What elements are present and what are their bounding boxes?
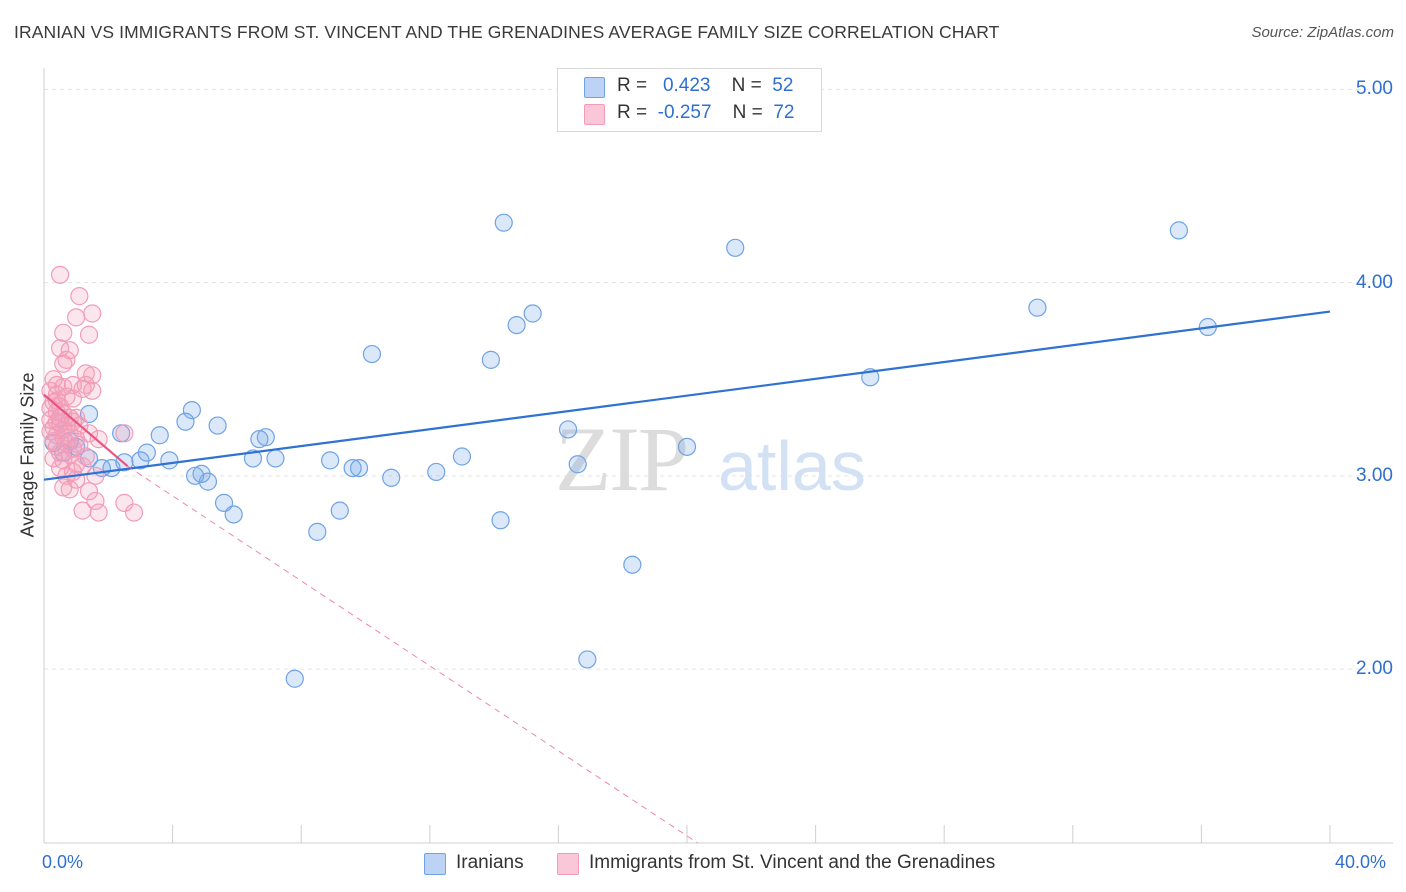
point-iranians [285, 669, 304, 688]
series-legend: Iranians Immigrants from St. Vincent and… [0, 850, 1406, 878]
n-value-immigrants: 72 [773, 102, 795, 123]
legend-label-iranians: Iranians [456, 852, 524, 873]
trendline-immigrants-extension [127, 465, 699, 844]
gridlines [44, 88, 1393, 670]
point-iranians [224, 505, 243, 524]
point-immigrants [89, 503, 108, 522]
point-immigrants [63, 412, 83, 431]
legend-label-immigrants: Immigrants from St. Vincent and the Gren… [589, 852, 996, 873]
point-iranians [494, 213, 513, 232]
point-immigrants [76, 375, 95, 395]
point-immigrants [47, 391, 66, 410]
point-iranians [491, 511, 510, 530]
y-axis-label: Average Family Size [17, 372, 38, 538]
point-immigrants [57, 350, 76, 369]
n-value-iranians: 52 [772, 75, 794, 96]
point-immigrants [44, 370, 63, 389]
point-iranians [330, 501, 349, 520]
point-immigrants [67, 430, 86, 449]
point-iranians [1028, 298, 1047, 317]
point-immigrants [124, 503, 144, 522]
axes [43, 68, 1393, 844]
point-immigrants [73, 501, 92, 520]
x-tick-label-max: 40.0% [1335, 852, 1387, 872]
x-tick-label-min: 0.0% [42, 852, 84, 872]
point-iranians [568, 455, 587, 474]
point-immigrants [54, 478, 73, 497]
stats-legend: R = 0.423 N = 52 R = -0.257 N = 72 [557, 68, 822, 132]
trendline-iranians [43, 310, 1331, 481]
point-iranians [250, 430, 269, 449]
legend-swatch-iranians [424, 853, 446, 875]
point-iranians [349, 458, 369, 478]
point-iranians [102, 458, 121, 478]
legend-swatch-pink [584, 104, 605, 125]
point-iranians [726, 238, 745, 257]
point-iranians [558, 420, 578, 439]
point-immigrants [67, 308, 86, 327]
point-iranians [343, 458, 362, 478]
point-immigrants [115, 424, 134, 443]
point-immigrants [86, 491, 105, 511]
point-immigrants [54, 323, 73, 342]
point-immigrants [83, 304, 102, 323]
r-value-iranians: 0.423 [662, 75, 711, 96]
chart-source: Source: ZipAtlas.com [1251, 24, 1394, 41]
point-iranians [481, 350, 500, 369]
point-iranians [256, 428, 275, 447]
point-iranians [266, 449, 285, 468]
point-immigrants [79, 325, 99, 344]
y-tick-label: 2.00 [1356, 658, 1393, 680]
point-iranians [208, 416, 227, 435]
legend-swatch-immigrants [557, 853, 579, 875]
point-iranians [308, 522, 327, 541]
point-iranians [362, 344, 382, 364]
watermark: ZIP atlas [555, 408, 866, 510]
svg-text:ZIP: ZIP [555, 408, 687, 510]
legend-swatch-blue [584, 77, 605, 98]
point-immigrants [50, 339, 70, 358]
point-iranians [160, 451, 179, 470]
r-value-immigrants: -0.257 [657, 102, 712, 123]
point-iranians [137, 443, 156, 462]
point-immigrants [115, 493, 134, 512]
point-immigrants [70, 287, 89, 306]
svg-text:atlas: atlas [718, 427, 866, 505]
chart-title: IRANIAN VS IMMIGRANTS FROM ST. VINCENT A… [14, 22, 1000, 42]
y-tick-label: 4.00 [1356, 271, 1393, 293]
point-immigrants [50, 265, 70, 284]
point-iranians [623, 555, 642, 574]
point-iranians [507, 315, 526, 335]
point-iranians [321, 451, 340, 470]
y-tick-label: 5.00 [1356, 78, 1393, 100]
point-iranians [182, 401, 201, 420]
point-immigrants [60, 480, 79, 499]
point-immigrants [63, 375, 83, 395]
point-iranians [452, 447, 472, 466]
point-iranians [677, 437, 697, 456]
point-iranians [176, 412, 195, 431]
point-iranians [382, 468, 401, 487]
point-iranians [578, 650, 597, 669]
point-iranians [214, 493, 234, 512]
point-immigrants [76, 447, 95, 466]
point-iranians [243, 449, 263, 468]
point-immigrants [83, 366, 102, 385]
point-iranians [523, 304, 542, 323]
point-iranians [150, 426, 169, 445]
point-iranians [198, 472, 218, 491]
trendline-immigrants [43, 393, 129, 467]
point-immigrants [79, 482, 99, 501]
point-immigrants [89, 430, 108, 449]
y-tick-label: 3.00 [1356, 464, 1393, 486]
point-iranians [427, 462, 446, 482]
series-points [41, 213, 1217, 688]
point-iranians [1169, 221, 1188, 240]
trendlines [43, 310, 1331, 844]
point-immigrants [86, 466, 105, 485]
